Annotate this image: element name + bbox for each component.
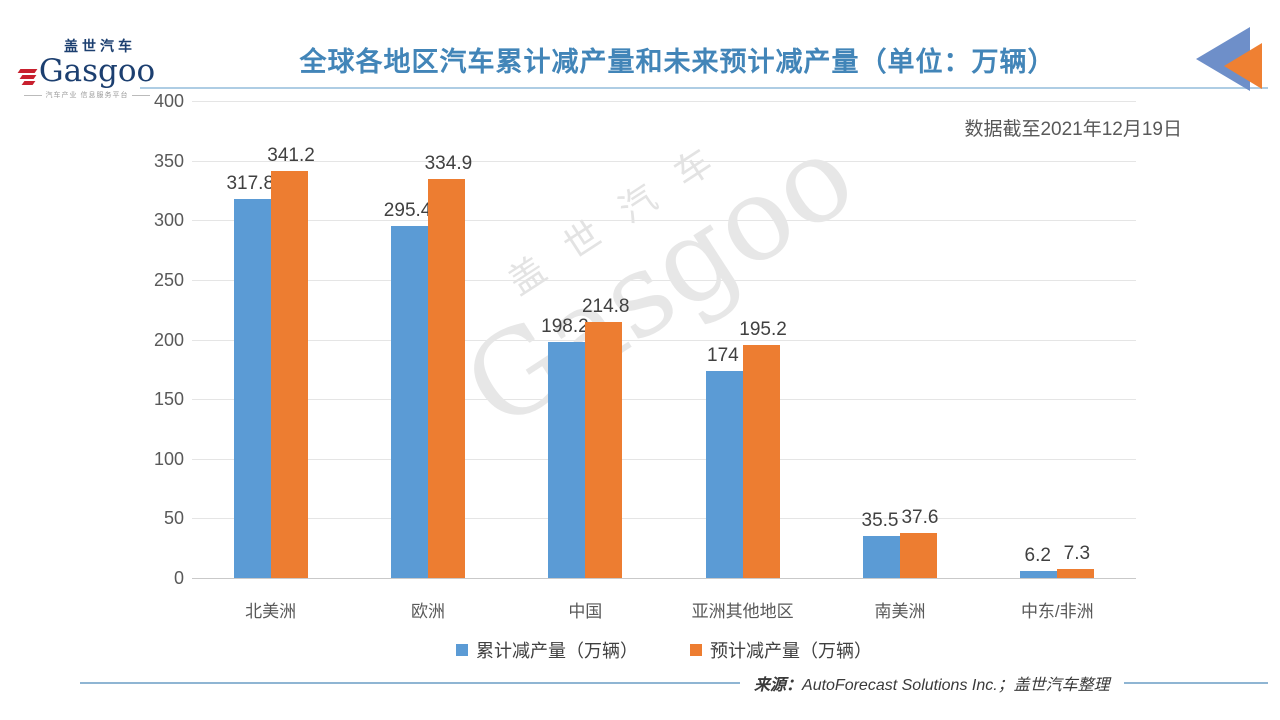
bar-value-label: 341.2 (267, 145, 315, 167)
category-label-5: 南美洲 (874, 602, 926, 621)
bar-cumulative-2: 295.4 (384, 200, 431, 578)
legend: 累计减产量（万辆） 预计减产量（万辆） (192, 637, 1136, 663)
gasgoo-logo: 盖世汽车 Gasgoo 汽车产业 信息服务平台 (17, 36, 155, 100)
logo-stripes-icon (17, 68, 38, 85)
bar-forecast-4: 195.2 (739, 319, 787, 578)
bar-forecast-2: 334.9 (425, 153, 472, 578)
y-tick-label-0: 0 (173, 568, 184, 588)
gridline-0 (192, 578, 1136, 579)
bar-fill (233, 199, 271, 578)
bar-group-3: 198.2 214.8 (507, 101, 664, 578)
plot-area: 317.8 341.2 295.4 334.9 198.2 214.8 174 195.2 35… (192, 101, 1136, 579)
bar-value-label: 295.4 (383, 199, 432, 221)
y-tick-label-350: 350 (153, 150, 184, 171)
category-label-1: 北美洲 (245, 602, 297, 621)
data-cutoff-note: 数据截至2021年12月19日 (964, 119, 1182, 140)
logo-english-name: Gasgoo (38, 53, 156, 89)
y-tick-label-250: 250 (153, 269, 184, 290)
category-label-2: 欧洲 (410, 602, 445, 621)
bar-value-label: 7.3 (1063, 543, 1091, 565)
source-note: 来源：AutoForecast Solutions Inc.；盖世汽车整理 (740, 671, 1124, 695)
bar-fill (742, 345, 780, 578)
x-axis-category-labels: 北美洲 欧洲 中国 亚洲其他地区 南美洲 中东/非洲 (192, 597, 1136, 622)
category-label-3: 中国 (568, 602, 603, 621)
category-label-4: 亚洲其他地区 (691, 602, 794, 621)
bar-value-label: 317.8 (226, 173, 275, 195)
legend-item-forecast: 预计减产量（万辆） (690, 637, 872, 663)
bar-fill (1020, 570, 1058, 578)
y-tick-label-50: 50 (163, 508, 184, 529)
bar-cumulative-5: 35.5 (861, 510, 900, 578)
legend-label-forecast: 预计减产量（万辆） (710, 641, 872, 661)
y-tick-label-100: 100 (153, 448, 184, 469)
bar-fill (548, 341, 586, 578)
bar-fill (270, 171, 308, 578)
bar-forecast-6: 7.3 (1057, 543, 1095, 578)
y-axis: 400 350 300 250 200 150 100 50 0 (128, 91, 184, 588)
bar-forecast-5: 37.6 (899, 507, 938, 578)
title-underline (140, 87, 1268, 89)
bar-value-label: 174 (707, 344, 739, 366)
bar-group-4: 174 195.2 (664, 101, 821, 578)
bar-fill (862, 535, 900, 578)
bar-fill (390, 225, 428, 578)
y-tick-label-400: 400 (153, 91, 184, 111)
corner-triangle-orange-icon (1224, 43, 1262, 89)
bar-fill (1057, 569, 1095, 578)
bar-value-label: 35.5 (861, 509, 899, 531)
bar-value-label: 6.2 (1024, 544, 1051, 566)
bar-fill (585, 321, 623, 578)
bar-value-label: 334.9 (424, 152, 473, 174)
y-tick-label-150: 150 (153, 389, 184, 410)
bar-fill (427, 178, 465, 578)
gridline-300 (192, 220, 1136, 222)
bar-group-5: 35.5 37.6 (821, 101, 978, 578)
bar-cumulative-6: 6.2 (1020, 545, 1058, 578)
bar-value-label: 198.2 (541, 315, 589, 337)
bar-cumulative-4: 174 (705, 345, 743, 578)
bar-forecast-1: 341.2 (267, 145, 315, 578)
bar-value-label: 195.2 (739, 319, 787, 341)
gridline-100 (192, 458, 1136, 460)
gridline-350 (192, 160, 1136, 162)
gridline-200 (192, 339, 1136, 341)
y-tick-label-300: 300 (153, 210, 184, 231)
bar-cumulative-3: 198.2 (541, 316, 589, 578)
footer-rule (80, 682, 1268, 684)
bar-forecast-3: 214.8 (582, 296, 629, 578)
y-tick-label-200: 200 (153, 329, 184, 350)
gridline-400 (192, 101, 1136, 102)
bar-group-2: 295.4 334.9 (349, 101, 506, 578)
bar-fill (705, 370, 743, 578)
bar-group-1: 317.8 341.2 (192, 101, 349, 578)
legend-swatch-blue-icon (456, 644, 468, 656)
bar-group-6: 6.2 7.3 (979, 101, 1136, 578)
gridline-150 (192, 399, 1136, 401)
category-label-6: 中东/非洲 (1020, 602, 1094, 621)
gridline-50 (192, 518, 1136, 520)
legend-label-cumulative: 累计减产量（万辆） (476, 641, 638, 661)
bar-value-label: 37.6 (901, 507, 939, 529)
logo-chinese-name: 盖世汽车 (64, 38, 136, 54)
logo-tagline: 汽车产业 信息服务平台 (24, 90, 151, 100)
gridline-250 (192, 279, 1136, 281)
bar-groups: 317.8 341.2 295.4 334.9 198.2 214.8 174 195.2 35… (192, 101, 1136, 578)
bar-value-label: 214.8 (581, 295, 630, 317)
page-title: 全球各地区汽车累计减产量和未来预计减产量（单位：万辆） (299, 47, 1056, 77)
legend-swatch-orange-icon (690, 644, 702, 656)
bar-cumulative-1: 317.8 (226, 173, 274, 578)
bar-fill (899, 533, 937, 578)
legend-item-cumulative: 累计减产量（万辆） (456, 637, 638, 663)
